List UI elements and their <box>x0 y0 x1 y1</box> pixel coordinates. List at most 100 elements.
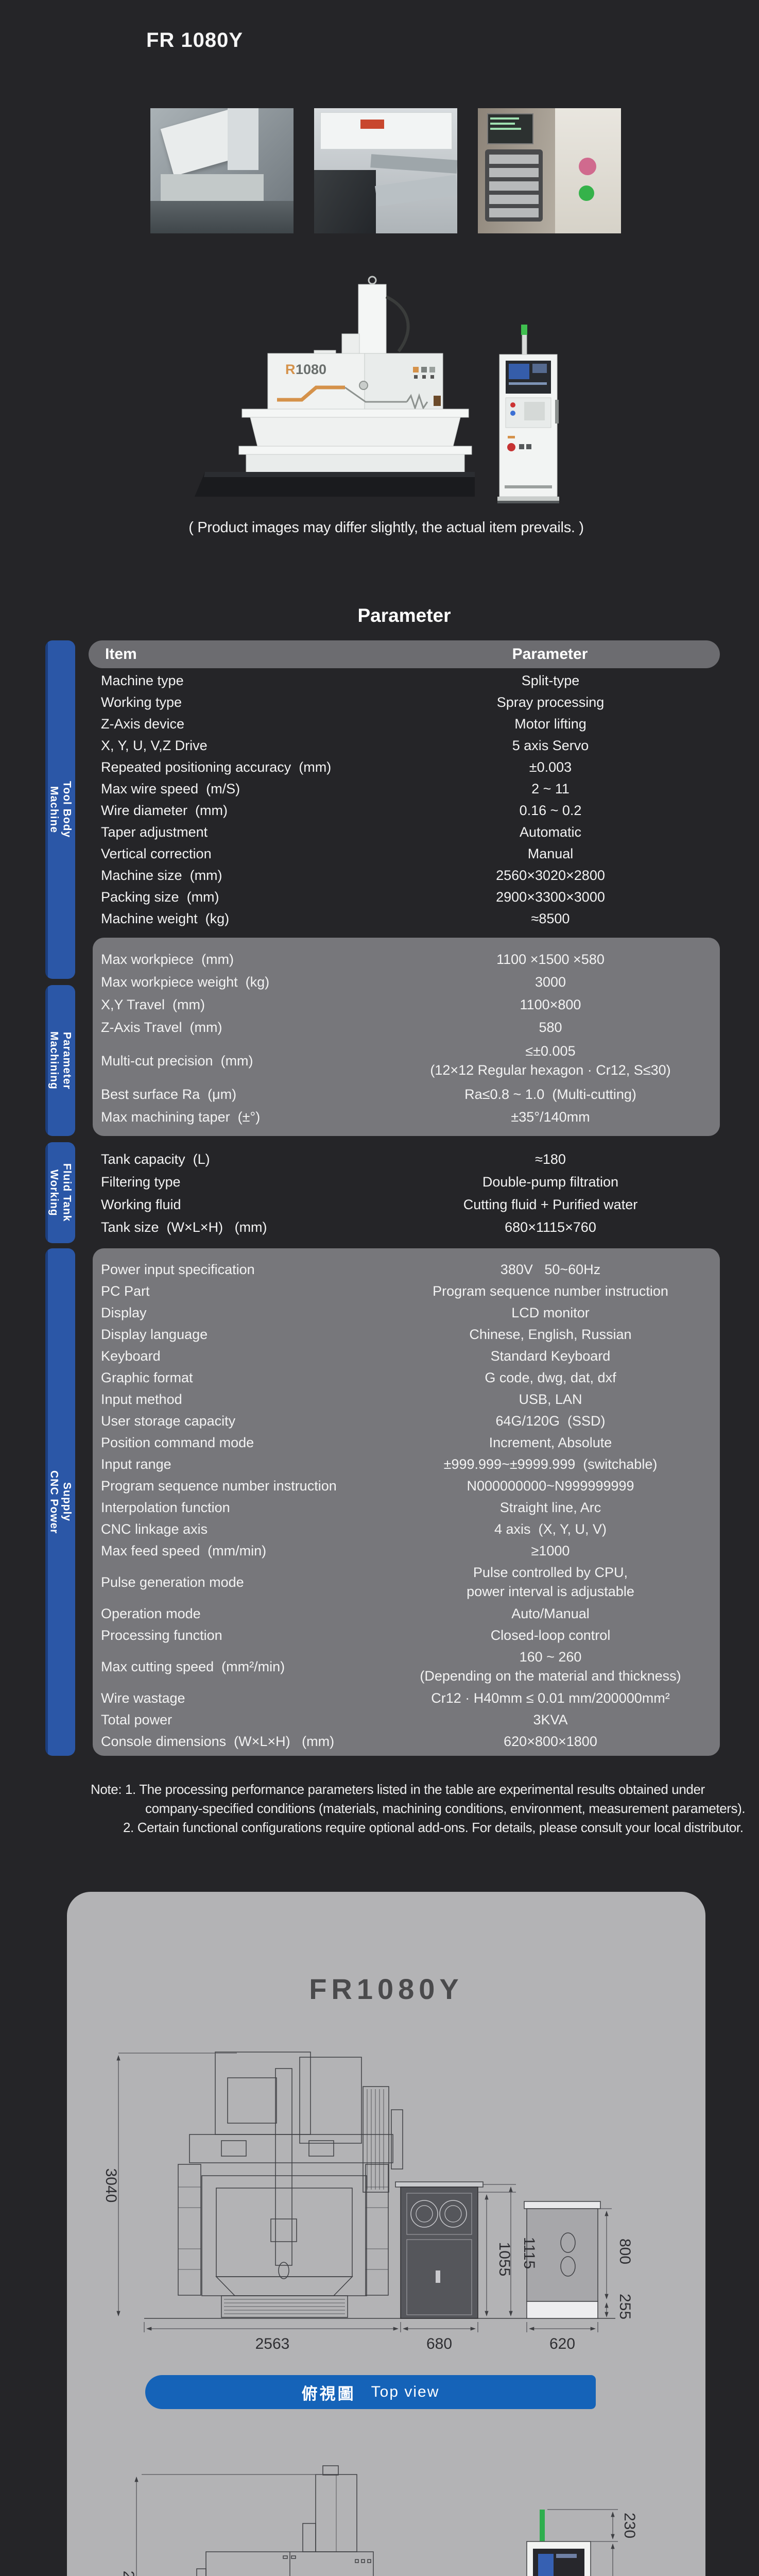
spec-value: ±35°/140mm <box>511 1109 590 1125</box>
page-title: FR 1080Y <box>146 29 244 52</box>
gallery-photo-worktable <box>150 108 294 233</box>
section-tab-label: Supply <box>61 1482 73 1522</box>
top-view-dimension-lines <box>116 2053 612 2332</box>
spec-row: Display LCD monitor <box>93 1302 720 1324</box>
spec-value: Cutting fluid + Purified water <box>463 1197 638 1212</box>
spec-item-label: Max feed speed (mm/min) <box>101 1543 267 1558</box>
table-shape <box>150 201 294 233</box>
spec-value: Automatic <box>519 824 582 840</box>
spec-row: Working type Spray processing <box>93 691 720 713</box>
spec-value: ±0.003 <box>529 759 572 775</box>
note-line: 2. Certain functional configurations req… <box>123 1820 744 1835</box>
front-view-machine <box>196 2465 374 2576</box>
console-illustration <box>497 325 559 503</box>
gallery-photo-keypad <box>478 108 621 233</box>
spec-row: Tank capacity (L) ≈180 <box>93 1148 720 1171</box>
panel-shape <box>320 112 452 149</box>
note-line: company-specified conditions (materials,… <box>145 1801 746 1816</box>
spec-row: Max workpiece (mm) 1100 ×1500 ×580 <box>93 948 720 971</box>
spec-row: Max cutting speed (mm²/min) 160 ~ 260 (Dep… <box>93 1646 720 1687</box>
top-view-banner: 俯視圖 Top view <box>145 2375 596 2409</box>
top-view-banner-en: Top view <box>371 2383 440 2400</box>
spec-item-label: User storage capacity <box>101 1413 236 1429</box>
spec-item-label: Taper adjustment <box>101 824 208 840</box>
spec-item-label: Z-Axis Travel (mm) <box>101 1020 222 1035</box>
spec-row: Z-Axis device Motor lifting <box>93 713 720 735</box>
spec-value: Ra≤0.8 ~ 1.0 (Multi-cutting) <box>464 1087 636 1102</box>
spec-row: X, Y, U, V,Z Drive 5 axis Servo <box>93 735 720 756</box>
dim-label-800: 800 <box>616 2239 633 2264</box>
parameter-heading: Parameter <box>357 605 451 626</box>
spec-row: Max wire speed (m/S) 2 ~ 11 <box>93 778 720 800</box>
spec-value: 3KVA <box>533 1712 568 1727</box>
spec-value-line: (12×12 Regular hexagon · Cr12, S≤30) <box>430 1062 671 1078</box>
spec-item-label: Graphic format <box>101 1370 193 1385</box>
dim-label-255: 255 <box>616 2294 633 2319</box>
spec-row: Max machining taper (±°) ±35°/140mm <box>93 1106 720 1128</box>
machining-parameter-panel <box>93 938 720 1136</box>
top-view-filter-cabinet <box>395 2181 484 2319</box>
section-tab-machining-parameter: Machining Parameter <box>45 985 75 1136</box>
spec-value: ≈8500 <box>531 911 570 926</box>
spec-row: Wire wastage Cr12 · H40mm ≤ 0.01 mm/20000… <box>93 1687 720 1709</box>
spec-item-label: Pulse generation mode <box>101 1574 244 1590</box>
spec-value: 2 ~ 11 <box>531 781 570 796</box>
spec-row: Best surface Ra (μm) Ra≤0.8 ~ 1.0 (Multi-… <box>93 1083 720 1106</box>
spec-row: CNC linkage axis 4 axis (X, Y, U, V) <box>93 1518 720 1540</box>
top-view-banner-zh: 俯視圖 <box>301 2384 356 2403</box>
spec-value: ±999.999~±9999.999 (switchable) <box>443 1456 658 1472</box>
machining-parameter-rows: Max workpiece (mm) 1100 ×1500 ×580 Max wor… <box>93 948 720 1128</box>
spec-value: Auto/Manual <box>511 1606 590 1621</box>
front-view-console <box>526 2510 591 2576</box>
gallery-photo-wire-mechanism <box>314 108 457 233</box>
spec-item-label: Wire diameter (mm) <box>101 803 228 818</box>
spec-value: 160 ~ 260 (Depending on the material and … <box>381 1646 720 1687</box>
spec-row: Pulse generation mode Pulse controlled by… <box>93 1562 720 1603</box>
note-line: Note: 1. The processing performance para… <box>91 1782 705 1797</box>
spec-value: 0.16 ~ 0.2 <box>519 803 582 818</box>
spec-item-label: Keyboard <box>101 1348 161 1364</box>
spec-row: Machine weight (kg) ≈8500 <box>93 908 720 929</box>
spec-value: Chinese, English, Russian <box>469 1327 632 1342</box>
cnc-power-supply-rows: Power input specification 380V 50~60Hz PC … <box>93 1259 720 1752</box>
spec-item-label: Operation mode <box>101 1606 201 1621</box>
front-view-drawing: 2720 1000 310 310 760 230 1800 2563 <box>120 2465 638 2576</box>
spec-value: 1100×800 <box>520 997 581 1012</box>
spec-row: PC Part Program sequence number instructi… <box>93 1280 720 1302</box>
hero-machine-illustration: R 1080 <box>195 276 559 503</box>
spec-item-label: Multi-cut precision (mm) <box>101 1053 253 1069</box>
spec-value: 5 axis Servo <box>512 738 589 753</box>
spec-item-label: Z-Axis device <box>101 716 185 732</box>
workpiece-shape <box>161 174 264 201</box>
spec-value: Program sequence number instruction <box>433 1283 668 1299</box>
spec-row: Input method USB, LAN <box>93 1388 720 1410</box>
cnc-power-supply-panel <box>93 1248 720 1756</box>
spec-value: Split-type <box>521 673 580 688</box>
spec-item-label: Display language <box>101 1327 208 1342</box>
roller-shape <box>370 154 457 174</box>
spec-item-label: Machine type <box>101 673 184 688</box>
section-tab-label: Tool Body <box>61 781 73 838</box>
keypad-keys <box>489 154 539 217</box>
spec-item-label: Max wire speed (m/S) <box>101 781 240 796</box>
spec-item-label: Packing size (mm) <box>101 889 219 905</box>
spec-value: LCD monitor <box>511 1305 590 1320</box>
hero-caption: ( Product images may differ slightly, th… <box>188 519 584 536</box>
brand-mark <box>360 120 384 129</box>
section-tab-label: Parameter <box>61 1031 73 1090</box>
spec-row: Packing size (mm) 2900×3300×3000 <box>93 886 720 908</box>
spec-item-label: Filtering type <box>101 1174 181 1190</box>
spec-value: USB, LAN <box>519 1392 582 1407</box>
top-view-dimension-labels: 3040 1055 1115 800 255 2563 680 620 <box>102 2168 633 2352</box>
table-notes: Note: 1. The processing performance para… <box>91 1780 746 1837</box>
spec-value: 680×1115×760 <box>505 1219 596 1235</box>
spec-item-label: Total power <box>101 1712 173 1727</box>
spec-value: 2900×3300×3000 <box>496 889 605 905</box>
spec-item-label: Console dimensions (W×L×H) (mm) <box>101 1734 335 1749</box>
spec-value: 3000 <box>534 974 566 990</box>
section-tab-label: Machining <box>48 1031 60 1090</box>
spec-value: 380V 50~60Hz <box>500 1262 601 1277</box>
spec-item-label: Program sequence number instruction <box>101 1478 337 1494</box>
section-tab-label: Working <box>48 1169 60 1216</box>
dim-label-2563: 2563 <box>255 2335 290 2352</box>
